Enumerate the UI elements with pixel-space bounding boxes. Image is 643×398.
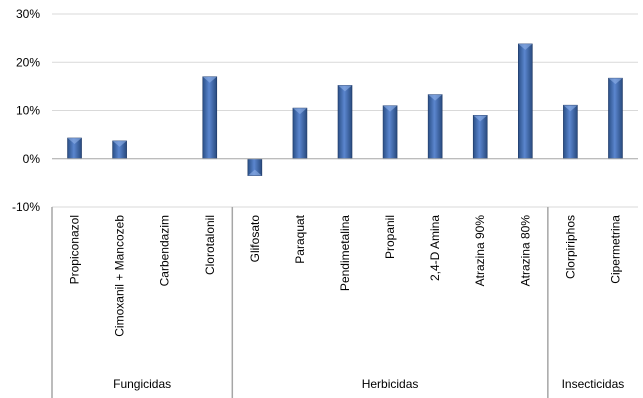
bar — [292, 107, 308, 160]
bar-highlight — [608, 78, 623, 85]
bar — [382, 105, 398, 160]
category-label: Cipermetrina — [608, 215, 622, 284]
bar — [608, 77, 623, 160]
y-axis: -10% 0% 10% 20% 30% — [12, 7, 40, 214]
category-label: Carbendazim — [158, 215, 172, 286]
bar — [472, 115, 488, 160]
group-label: Fungicidas — [113, 377, 171, 391]
category-label: Pendimetalina — [338, 215, 352, 291]
bar — [563, 104, 578, 160]
bar — [518, 43, 533, 160]
bar-highlight — [292, 108, 307, 115]
bar — [427, 94, 443, 160]
bar-highlight — [338, 85, 352, 92]
bar-highlight — [473, 115, 488, 122]
bar — [202, 76, 218, 160]
bar-highlight — [247, 169, 262, 176]
bar-highlight — [67, 138, 82, 145]
bar-highlight — [428, 94, 443, 101]
y-tick-label: 10% — [16, 104, 40, 118]
y-tick-label: 30% — [16, 7, 40, 21]
category-label: Propanil — [383, 215, 397, 259]
x-axis: Propiconazol Cimoxanil + Mancozeb Carbenda… — [51, 158, 638, 398]
category-label: Paraquat — [293, 214, 307, 263]
y-tick-label: -10% — [12, 200, 40, 214]
category-label: Clorotalonil — [203, 215, 217, 275]
group-label: Insecticidas — [562, 377, 625, 391]
bar-highlight — [202, 76, 217, 83]
bar — [337, 85, 353, 160]
category-label: Atrazina 80% — [518, 215, 532, 287]
y-tick-label: 0% — [23, 152, 41, 166]
bars — [67, 43, 623, 176]
bar-highlight — [383, 105, 398, 112]
category-label: Propiconazol — [68, 215, 82, 284]
category-label: Clorpiriphos — [563, 215, 577, 279]
bar-highlight — [563, 105, 578, 112]
bar-highlight — [518, 43, 533, 50]
group-label: Herbicidas — [362, 377, 419, 391]
category-label: Glifosato — [248, 215, 262, 263]
bar-highlight — [112, 140, 127, 147]
category-label: Cimoxanil + Mancozeb — [113, 215, 127, 337]
category-label: 2,4-D Amina — [428, 215, 442, 281]
gridlines — [52, 13, 638, 208]
y-tick-label: 20% — [16, 55, 40, 69]
category-label: Atrazina 90% — [473, 215, 487, 287]
